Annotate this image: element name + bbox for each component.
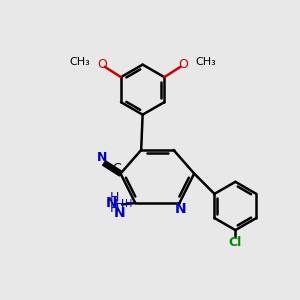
Text: O: O (98, 58, 107, 71)
Text: H: H (110, 202, 119, 215)
Text: O: O (178, 58, 188, 71)
Text: H: H (110, 191, 119, 204)
Text: C: C (112, 162, 121, 176)
Text: CH₃: CH₃ (195, 57, 216, 67)
Text: CH₃: CH₃ (69, 57, 90, 67)
Text: N: N (97, 152, 107, 164)
Text: H: H (114, 198, 124, 211)
Text: Cl: Cl (229, 236, 242, 249)
Text: N: N (175, 202, 187, 216)
Text: N: N (106, 196, 118, 210)
Text: H: H (125, 200, 132, 209)
Text: N: N (113, 206, 125, 220)
